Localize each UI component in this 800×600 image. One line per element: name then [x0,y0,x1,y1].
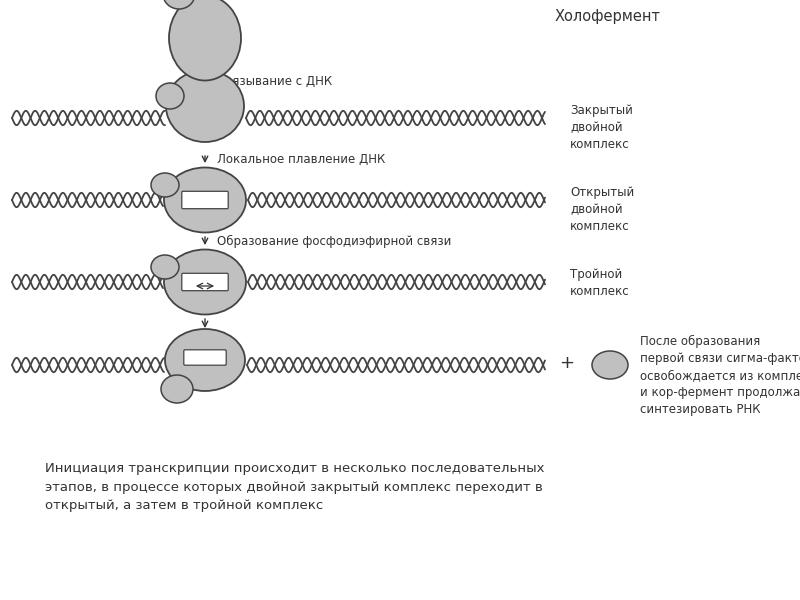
FancyBboxPatch shape [182,274,228,290]
Text: Тройной
комплекс: Тройной комплекс [570,268,630,298]
Text: Локальное плавление ДНК: Локальное плавление ДНК [217,152,386,166]
FancyBboxPatch shape [182,191,228,209]
Text: Холофермент: Холофермент [555,8,661,23]
Ellipse shape [151,173,179,197]
Text: Образование фосфодиэфирной связи: Образование фосфодиэфирной связи [217,235,451,248]
Text: После образования
первой связи сигма-фактор
освобождается из комплекса
и кор-фер: После образования первой связи сигма-фак… [640,335,800,416]
Ellipse shape [151,255,179,279]
Ellipse shape [169,0,241,80]
Text: Инициация транскрипции происходит в несколько последовательных
этапов, в процесс: Инициация транскрипции происходит в неск… [45,462,545,512]
Ellipse shape [164,250,246,314]
Ellipse shape [164,167,246,232]
FancyBboxPatch shape [184,350,226,365]
Ellipse shape [165,329,245,391]
Ellipse shape [592,351,628,379]
Ellipse shape [166,70,244,142]
Text: +: + [559,354,574,372]
Text: Закрытый
двойной
комплекс: Закрытый двойной комплекс [570,104,633,151]
Ellipse shape [163,0,195,9]
Text: Открытый
двойной
комплекс: Открытый двойной комплекс [570,186,634,233]
Text: Связывание с ДНК: Связывание с ДНК [217,74,332,88]
Ellipse shape [161,375,193,403]
Ellipse shape [156,83,184,109]
